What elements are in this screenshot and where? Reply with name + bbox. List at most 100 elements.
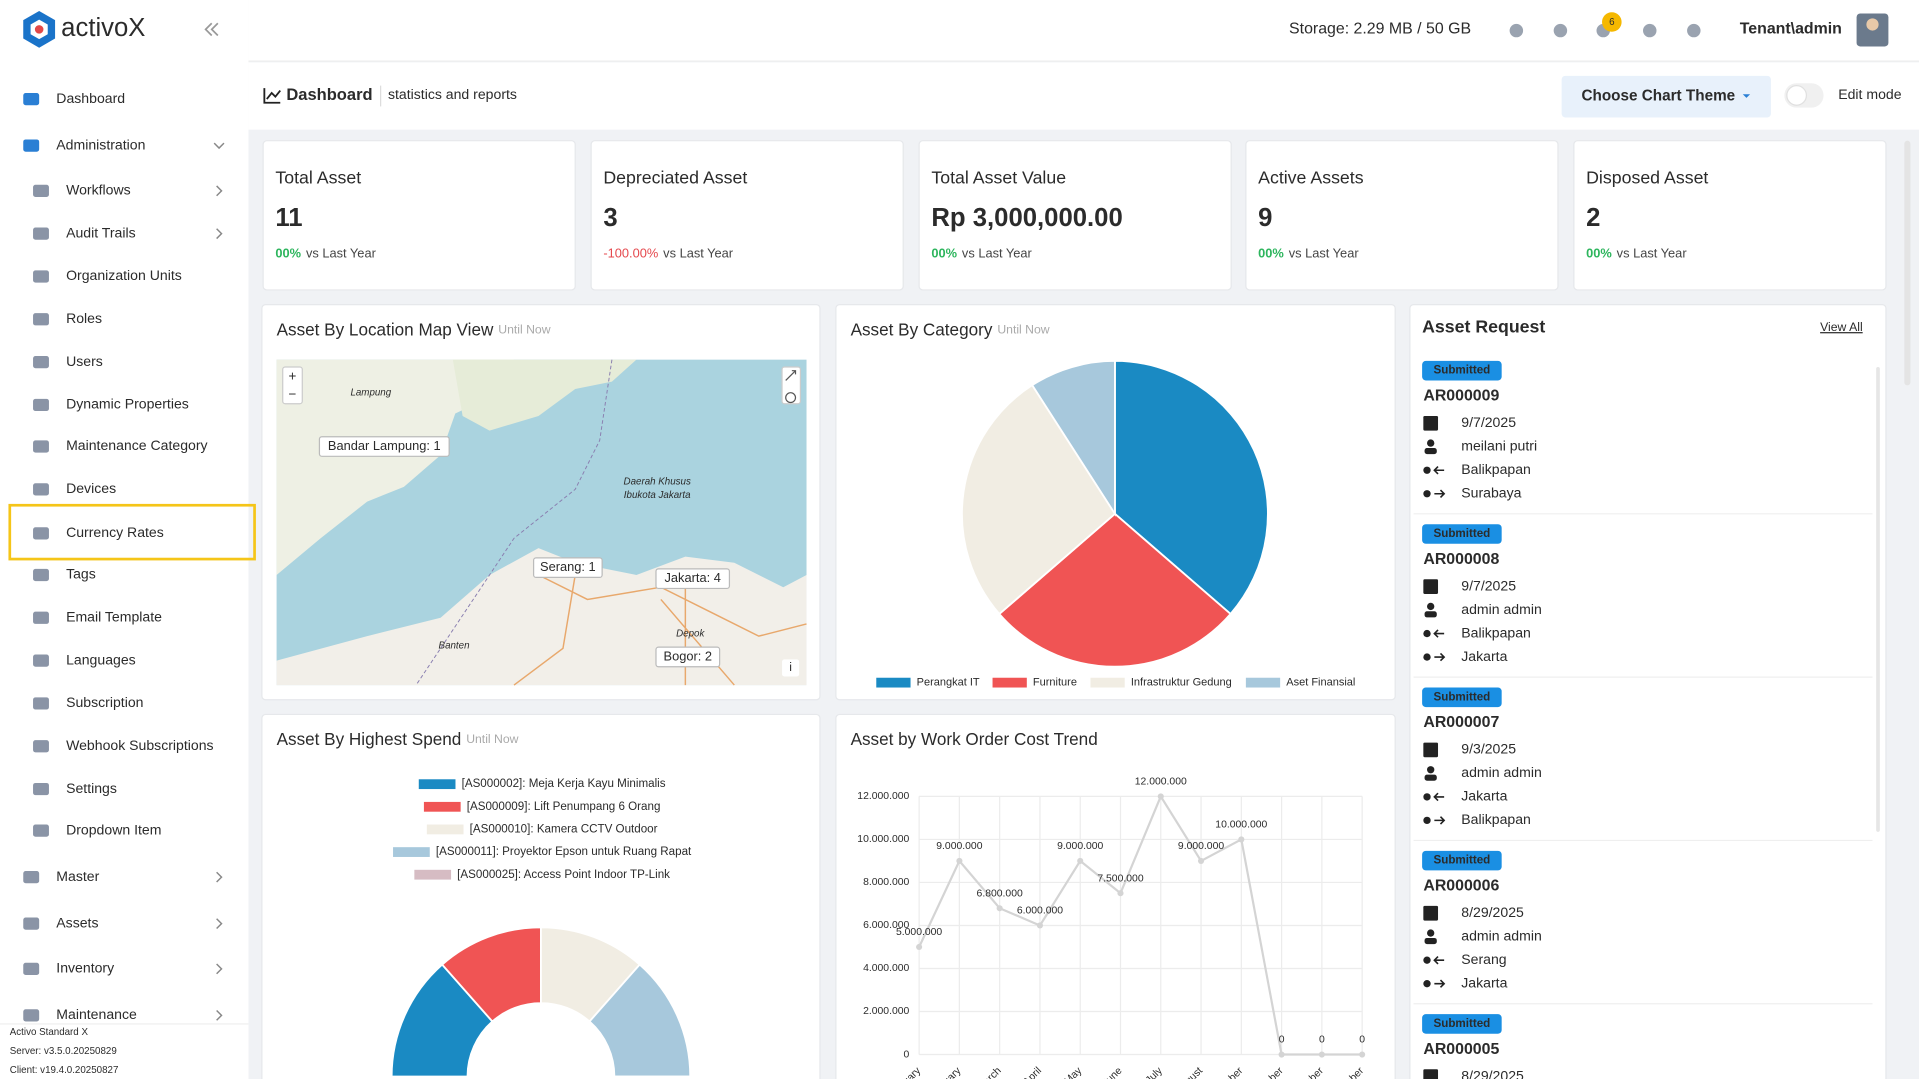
request-id[interactable]: AR000005 — [1423, 1041, 1499, 1058]
menu-item[interactable]: Dashboard — [56, 90, 125, 106]
menu-item[interactable]: Webhook Subscriptions — [66, 737, 214, 753]
legend-label[interactable]: [AS000025]: Access Point Indoor TP-Link — [457, 868, 670, 881]
pin-icon — [1423, 956, 1431, 964]
menu-icon — [23, 1009, 40, 1022]
arrow-icon — [1434, 652, 1446, 662]
request-id[interactable]: AR000007 — [1423, 714, 1499, 731]
legend-label[interactable]: [AS000002]: Meja Kerja Kayu Minimalis — [462, 777, 666, 790]
menu-icon — [33, 568, 49, 582]
view-all-link[interactable]: View All — [1820, 320, 1863, 334]
header-icon[interactable] — [1509, 23, 1524, 38]
map-marker-label[interactable]: Bogor: 2 — [664, 648, 713, 663]
menu-item[interactable]: Maintenance Category — [66, 437, 208, 453]
logo-dot — [34, 25, 44, 34]
request-requester: admin admin — [1461, 764, 1542, 780]
legend-label[interactable]: Infrastruktur Gedung — [1131, 677, 1232, 689]
map-marker-label[interactable]: Bandar Lampung: 1 — [328, 438, 441, 453]
person-icon — [1424, 774, 1437, 781]
legend-swatch — [423, 801, 461, 812]
trend-card — [835, 713, 1396, 1079]
legend-label[interactable]: [AS000009]: Lift Penumpang 6 Orang — [467, 800, 661, 813]
menu-item[interactable]: Organization Units — [66, 267, 182, 283]
user-name[interactable]: Tenant\admin — [1740, 21, 1842, 38]
menu-item[interactable]: Languages — [66, 651, 136, 667]
kpi-change-value: -100.00% — [603, 246, 658, 261]
chevron — [216, 1009, 223, 1021]
legend-label[interactable]: Furniture — [1033, 677, 1077, 689]
map-info[interactable]: i — [789, 660, 792, 674]
kpi-title: Active Assets — [1258, 167, 1364, 187]
collapse-icon[interactable] — [210, 22, 219, 37]
header-icon[interactable] — [1687, 23, 1701, 38]
menu-item[interactable]: Audit Trails — [66, 224, 136, 240]
menu-item[interactable]: Tags — [66, 566, 96, 582]
map-marker-label[interactable]: Serang: 1 — [540, 559, 596, 574]
zoom-out[interactable]: − — [289, 387, 297, 402]
edit-mode-label: Edit mode — [1838, 86, 1902, 102]
menu-icon — [33, 611, 49, 624]
kpi-change-suffix: vs Last Year — [1289, 246, 1360, 261]
menu-icon — [23, 139, 40, 152]
menu-item[interactable]: Currency Rates — [66, 524, 164, 540]
header-icon[interactable] — [1553, 23, 1568, 38]
legend-label[interactable]: Aset Finansial — [1286, 677, 1355, 689]
zoom-in[interactable]: + — [289, 368, 297, 383]
toggle-knob[interactable] — [1786, 85, 1808, 106]
request-to: Surabaya — [1461, 484, 1521, 500]
kpi-value: 9 — [1258, 204, 1272, 232]
collapse-icon[interactable] — [204, 22, 213, 37]
person-icon — [1427, 929, 1435, 937]
locate-control[interactable] — [785, 392, 797, 404]
menu-item[interactable]: Roles — [66, 310, 102, 326]
menu-item[interactable]: Dynamic Properties — [66, 396, 189, 412]
line-point — [1318, 1051, 1325, 1058]
kpi-change: 00% vs Last Year — [1258, 246, 1359, 261]
menu-item[interactable]: Administration — [56, 136, 145, 152]
header-icon[interactable] — [1643, 23, 1657, 38]
place-name: Depok — [676, 628, 705, 639]
menu-item[interactable]: Inventory — [56, 960, 114, 976]
calendar-icon — [1423, 905, 1439, 921]
pie-slice — [998, 512, 1232, 668]
person-icon — [1427, 439, 1435, 447]
kpi-change-suffix: vs Last Year — [1617, 246, 1688, 261]
menu-icon — [33, 184, 49, 197]
request-id[interactable]: AR000009 — [1423, 388, 1499, 405]
menu-item[interactable]: Workflows — [66, 182, 131, 198]
spend-card — [261, 713, 821, 1079]
card-title: Asset By Category Until Now — [851, 319, 1050, 339]
fullscreen-icon[interactable] — [785, 370, 797, 381]
y-tick-label: 12.000.000 — [857, 791, 909, 802]
status-badge — [1422, 524, 1502, 544]
legend-swatch — [1090, 677, 1125, 688]
legend-label[interactable]: [AS000011]: Proyektor Epson untuk Ruang … — [436, 845, 692, 858]
request-date: 9/7/2025 — [1461, 577, 1516, 593]
menu-icon — [23, 871, 40, 884]
theme-button-label[interactable]: Choose Chart Theme — [1581, 88, 1735, 105]
request-id[interactable]: AR000008 — [1423, 551, 1499, 568]
map-marker-label[interactable]: Jakarta: 4 — [665, 570, 721, 585]
menu-item[interactable]: Users — [66, 353, 103, 369]
request-from: Jakarta — [1461, 788, 1507, 804]
menu-item[interactable]: Maintenance — [56, 1006, 137, 1022]
calendar-icon — [1423, 742, 1439, 758]
request-id[interactable]: AR000006 — [1423, 878, 1499, 895]
menu-item[interactable]: Devices — [66, 480, 116, 496]
menu-item[interactable]: Dropdown Item — [66, 821, 161, 837]
arrow-icon — [1433, 629, 1445, 638]
menu-icon — [23, 917, 40, 930]
sidebar-footer — [0, 1023, 249, 1079]
menu-item[interactable]: Email Template — [66, 609, 162, 625]
chevron — [216, 918, 223, 930]
kpi-card — [1573, 140, 1887, 291]
menu-item[interactable]: Settings — [66, 780, 117, 796]
person-icon — [1424, 611, 1437, 618]
menu-item[interactable]: Subscription — [66, 694, 143, 710]
legend-label[interactable]: [AS000010]: Kamera CCTV Outdoor — [470, 822, 658, 835]
legend-label[interactable]: Perangkat IT — [917, 677, 980, 689]
menu-item[interactable]: Assets — [56, 914, 98, 930]
menu-icon — [33, 355, 49, 369]
menu-item[interactable]: Master — [56, 868, 99, 884]
